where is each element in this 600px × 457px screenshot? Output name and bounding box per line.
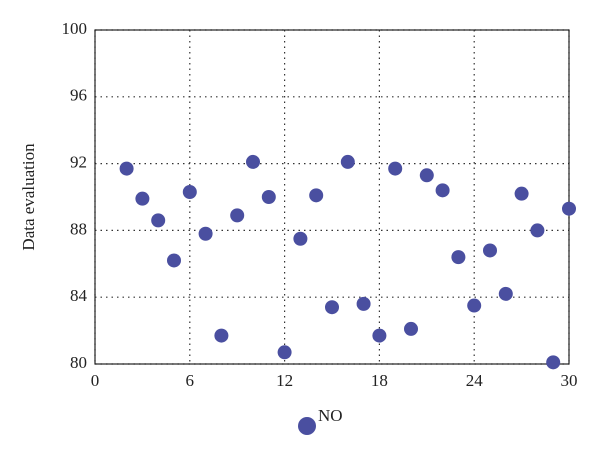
point (214, 328, 229, 343)
point (119, 161, 134, 176)
y-tick-label: 92 (70, 153, 87, 172)
point (546, 355, 561, 370)
x-tick-label: 12 (276, 371, 293, 390)
point (261, 190, 276, 204)
point (151, 213, 166, 228)
y-axis-label: Data evaluation (19, 143, 38, 251)
point (309, 188, 324, 203)
point (340, 154, 355, 169)
point (514, 186, 529, 201)
y-tick-label: 80 (70, 353, 87, 372)
legend-marker (298, 417, 316, 435)
legend-label: NO (318, 406, 343, 425)
point (483, 243, 497, 258)
point (467, 298, 482, 313)
point (356, 296, 371, 311)
point (277, 345, 292, 360)
y-tick-label: 100 (62, 19, 88, 38)
point (451, 250, 466, 265)
x-tick-label: 24 (466, 371, 484, 390)
x-tick-label: 30 (561, 371, 578, 390)
point (404, 321, 418, 336)
point (530, 223, 545, 238)
y-tick-label: 96 (70, 86, 87, 105)
point (498, 286, 513, 301)
point (372, 328, 387, 343)
point (562, 201, 576, 216)
point (167, 253, 181, 268)
point (198, 226, 213, 241)
y-tick-label: 88 (70, 219, 87, 238)
point (388, 161, 403, 176)
point (135, 191, 150, 206)
point (230, 208, 245, 223)
point (182, 184, 197, 199)
x-tick-label: 6 (186, 371, 195, 390)
point (419, 168, 434, 183)
x-tick-label: 18 (371, 371, 388, 390)
y-tick-label: 84 (70, 286, 88, 305)
plot-frame (94, 29, 570, 365)
x-tick-label: 0 (91, 371, 100, 390)
point (435, 183, 450, 198)
point (246, 154, 260, 169)
point (293, 231, 308, 246)
point (325, 300, 339, 315)
